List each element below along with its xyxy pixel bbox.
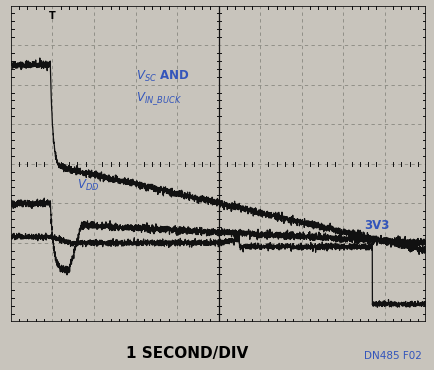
Text: $V_{IN\_BUCK}$: $V_{IN\_BUCK}$ [135, 90, 181, 107]
Text: $V_{DD}$: $V_{DD}$ [77, 178, 99, 193]
Text: 3V3: 3V3 [363, 219, 388, 232]
Text: T: T [49, 11, 56, 21]
Text: $V_{SC}$ AND: $V_{SC}$ AND [135, 69, 188, 84]
Text: 1 SECOND/DIV: 1 SECOND/DIV [125, 346, 248, 361]
Text: DN485 F02: DN485 F02 [363, 351, 421, 361]
